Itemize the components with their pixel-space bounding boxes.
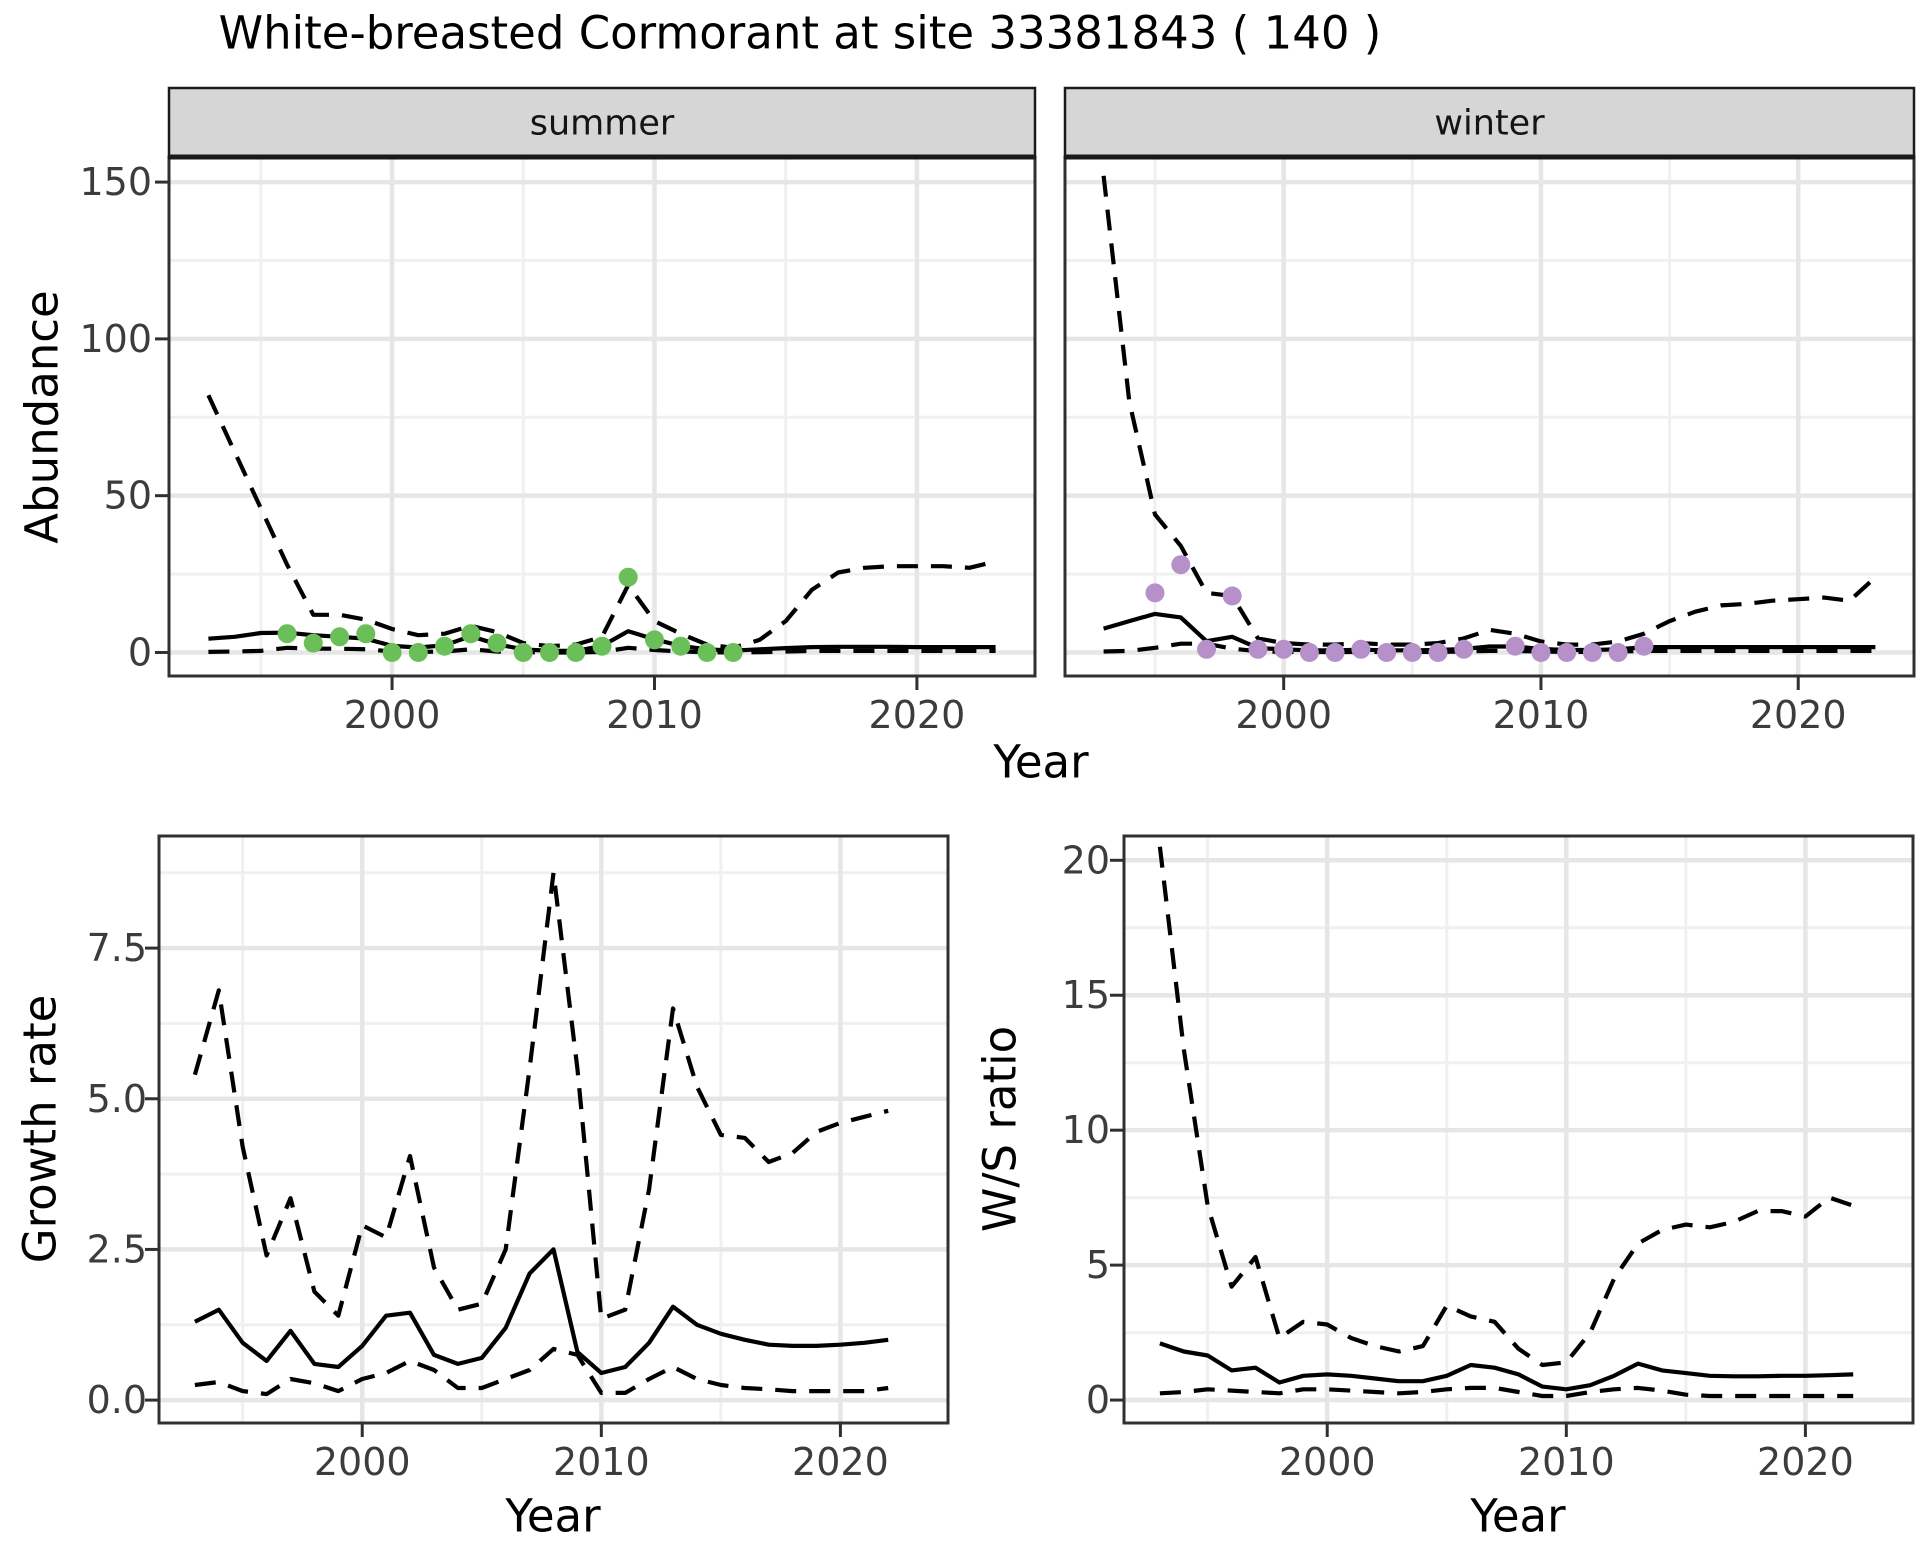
observation-point [1377, 643, 1397, 662]
y-tick-label: 20 [1062, 838, 1110, 882]
panel-abundance_summer: 2000 2010 2020 0 50 100 150 summer [79, 86, 1037, 737]
observation-point [1402, 643, 1422, 662]
observation-point [1197, 639, 1216, 659]
y-tick-label: 150 [79, 160, 152, 204]
observation-point [592, 636, 612, 656]
observation-point [1505, 636, 1525, 656]
facet-strip-winter [1063, 86, 1916, 159]
y-tick-label: 15 [1062, 973, 1110, 1017]
facet-strip-label: summer [530, 104, 675, 144]
panel-growth: 2000 2010 2020 0.0 2.5 5.0 7.5 [87, 834, 950, 1484]
y-axis-title-abundance: Abundance [15, 290, 69, 544]
observation-point [1531, 643, 1551, 662]
observation-point [566, 643, 586, 662]
facet-strip-summer [167, 86, 1037, 159]
observation-point [1454, 639, 1474, 659]
figure-title: White-breasted Cormorant at site 3338184… [218, 6, 1382, 60]
x-tick-label: 2010 [553, 1440, 650, 1484]
y-tick-label: 10 [1062, 1108, 1110, 1152]
observation-point [435, 636, 454, 656]
observation-point [1171, 555, 1191, 575]
series-upper_95ci [192, 870, 889, 1321]
x-axis-title-year-top: Year [993, 735, 1089, 789]
y-tick-label: 0 [1086, 1378, 1110, 1422]
x-tick-label: 2020 [1750, 693, 1847, 737]
series-lower_95ci [194, 1346, 889, 1397]
y-tick-label: 5.0 [87, 1077, 147, 1121]
observation-point [1248, 639, 1268, 659]
observation-point [1325, 643, 1345, 662]
observation-point [1634, 636, 1654, 656]
panel-border [157, 834, 950, 1425]
observation-point [1351, 639, 1371, 659]
x-axis-title-year-ws: Year [1470, 1489, 1566, 1543]
observation-point [1145, 583, 1165, 603]
observation-point [513, 643, 533, 662]
facet-strip-label: winter [1434, 104, 1545, 144]
observation-point [277, 624, 297, 644]
observation-point [645, 630, 664, 650]
observation-point [461, 624, 481, 644]
x-axis-title-year-growth: Year [505, 1489, 601, 1543]
y-tick-label: 0 [128, 630, 152, 674]
observation-point [1428, 643, 1448, 662]
panel-ws: 2000 2010 2020 0 5 10 15 20 [1062, 834, 1915, 1484]
y-tick-label: 50 [104, 474, 152, 518]
observation-point [1274, 639, 1294, 659]
y-tick-label: 7.5 [87, 926, 147, 970]
series-lower_95ci [1103, 641, 1876, 655]
observation-point [723, 643, 743, 662]
x-tick-label: 2020 [1757, 1440, 1854, 1484]
x-tick-label: 2000 [314, 1440, 411, 1484]
x-tick-label: 2010 [1493, 693, 1590, 737]
series-estimate [193, 1247, 889, 1376]
x-tick-label: 2010 [1518, 1440, 1615, 1484]
panel-abundance_winter: 2000 2010 2020 winter [1063, 86, 1916, 737]
series-lower_95ci [1159, 1385, 1854, 1399]
x-tick-label: 2020 [792, 1440, 889, 1484]
observation-point [1222, 586, 1242, 606]
series-estimate [1159, 1341, 1854, 1392]
observation-point [1582, 643, 1602, 662]
x-tick-label: 2000 [344, 693, 441, 737]
x-tick-label: 2010 [606, 693, 703, 737]
y-axis-title-growth-rate: Growth rate [13, 994, 67, 1264]
x-tick-label: 2000 [1279, 1440, 1376, 1484]
observation-point [487, 633, 507, 653]
observation-point [303, 633, 323, 653]
y-axis-title-ws-ratio: W/S ratio [973, 1025, 1027, 1233]
observation-point [330, 627, 350, 647]
series-upper_95ci [206, 394, 997, 650]
observation-point [1299, 643, 1319, 662]
observation-point [697, 643, 717, 662]
y-tick-label: 0.0 [87, 1378, 147, 1422]
observation-point [618, 567, 638, 587]
observation-point [382, 643, 402, 662]
series-upper_95ci [1157, 846, 1854, 1368]
x-tick-label: 2000 [1235, 693, 1332, 737]
observation-point [1557, 643, 1577, 662]
y-tick-label: 2.5 [87, 1227, 147, 1271]
y-tick-label: 100 [79, 317, 152, 361]
observation-point [540, 643, 559, 662]
series-estimate [1103, 611, 1876, 653]
x-tick-label: 2020 [869, 693, 966, 737]
observation-point [356, 624, 376, 644]
y-tick-label: 5 [1086, 1243, 1110, 1287]
observation-point [671, 636, 691, 656]
observation-point [1608, 643, 1628, 662]
observation-point [408, 643, 428, 662]
